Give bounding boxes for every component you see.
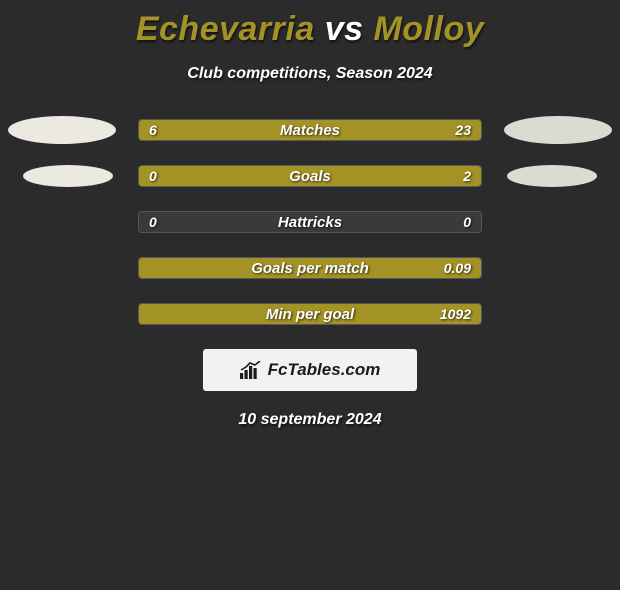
- player-left-oval: [23, 165, 113, 187]
- stat-bar: 0.09Goals per match: [138, 257, 482, 279]
- comparison-bars: 623Matches 02Goals 0 0Hattricks 0.09Goals pe…: [138, 119, 482, 325]
- badge-text: FcTables.com: [268, 360, 381, 380]
- stat-value-left: 0: [149, 212, 157, 232]
- player-left-name: Echevarria: [136, 10, 315, 48]
- bar-fill-right: [139, 258, 481, 278]
- stat-bar: 0 0Hattricks: [138, 211, 482, 233]
- stat-row: 623Matches: [138, 119, 482, 141]
- bar-fill-right: [139, 304, 481, 324]
- bar-fill-left: [139, 120, 211, 140]
- stat-row: 02Goals: [138, 165, 482, 187]
- player-right-oval: [504, 116, 612, 144]
- subtitle: Club competitions, Season 2024: [0, 65, 620, 83]
- stat-bar: 1092Min per goal: [138, 303, 482, 325]
- bar-fill-right: [139, 166, 481, 186]
- stat-label: Hattricks: [139, 212, 481, 232]
- fctables-badge: FcTables.com: [203, 349, 417, 391]
- vs-separator: vs: [325, 10, 374, 48]
- stat-row: 1092Min per goal: [138, 303, 482, 325]
- bar-fill-right: [211, 120, 481, 140]
- player-right-oval: [507, 165, 597, 187]
- player-left-oval: [8, 116, 116, 144]
- stat-bar: 02Goals: [138, 165, 482, 187]
- date-text: 10 september 2024: [0, 411, 620, 429]
- player-right-name: Molloy: [373, 10, 484, 48]
- stat-value-right: 0: [463, 212, 471, 232]
- stat-row: 0 0Hattricks: [138, 211, 482, 233]
- chart-icon: [240, 361, 262, 379]
- stat-bar: 623Matches: [138, 119, 482, 141]
- page-title: Echevarria vs Molloy: [0, 10, 620, 49]
- stat-row: 0.09Goals per match: [138, 257, 482, 279]
